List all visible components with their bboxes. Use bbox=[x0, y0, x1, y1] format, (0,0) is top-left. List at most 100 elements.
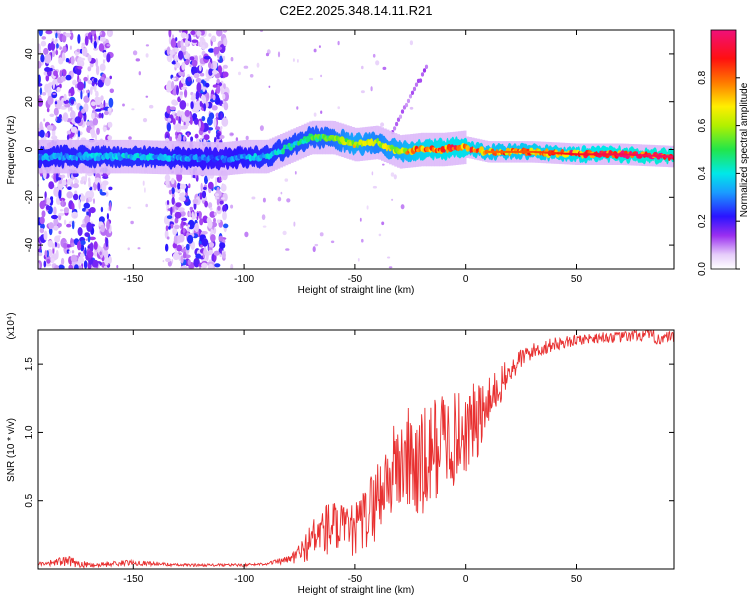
x-tick-label: 0 bbox=[463, 574, 469, 585]
noise-speck bbox=[187, 224, 190, 228]
ridge-center bbox=[570, 152, 572, 155]
noise-speck bbox=[116, 265, 119, 269]
noise-speck bbox=[166, 122, 171, 132]
colorbar-tick-label: 0.8 bbox=[697, 70, 708, 84]
noise-speck bbox=[80, 243, 85, 252]
noise-speck bbox=[171, 80, 175, 90]
chirp-speck bbox=[422, 68, 427, 73]
noise-speck bbox=[189, 64, 192, 68]
ridge-center bbox=[521, 150, 523, 153]
noise-speck bbox=[192, 198, 199, 204]
noise-speck bbox=[128, 136, 132, 140]
noise-speck bbox=[80, 195, 86, 202]
noise-speck bbox=[104, 110, 109, 116]
noise-speck bbox=[62, 45, 67, 54]
noise-speck bbox=[277, 51, 281, 58]
noise-speck bbox=[79, 57, 86, 61]
noise-speck bbox=[68, 264, 74, 269]
noise-speck bbox=[173, 235, 178, 244]
noise-speck bbox=[277, 196, 282, 202]
noise-speck bbox=[100, 206, 104, 213]
ridge-center bbox=[640, 154, 643, 157]
noise-speck bbox=[201, 238, 209, 247]
noise-speck bbox=[230, 204, 234, 209]
ridge-center bbox=[494, 150, 497, 153]
noise-speck bbox=[52, 92, 57, 95]
ridge-center bbox=[523, 150, 526, 153]
noise-speck bbox=[44, 250, 48, 258]
noise-speck bbox=[93, 77, 98, 83]
x-tick-label: -50 bbox=[348, 274, 363, 285]
noise-speck bbox=[68, 92, 72, 97]
ridge-center bbox=[630, 153, 632, 156]
noise-speck bbox=[171, 187, 175, 195]
noise-speck bbox=[313, 48, 317, 53]
noise-speck bbox=[138, 71, 141, 76]
noise-speck bbox=[107, 30, 111, 37]
noise-speck bbox=[203, 134, 210, 141]
noise-speck bbox=[51, 135, 58, 140]
noise-speck bbox=[166, 236, 170, 240]
noise-speck bbox=[86, 89, 89, 94]
noise-speck bbox=[86, 121, 91, 127]
noise-speck bbox=[219, 176, 222, 182]
noise-speck bbox=[63, 93, 67, 102]
ridge-center bbox=[499, 150, 502, 153]
chirp-speck bbox=[424, 64, 429, 70]
noise-speck bbox=[54, 265, 59, 269]
noise-speck bbox=[56, 86, 61, 93]
noise-speck bbox=[74, 179, 79, 185]
noise-speck bbox=[96, 127, 100, 135]
noise-speck bbox=[52, 49, 56, 57]
noise-speck bbox=[285, 248, 290, 251]
ridge-center bbox=[590, 153, 592, 156]
ridge-center bbox=[600, 153, 603, 156]
noise-speck bbox=[176, 244, 182, 252]
noise-speck bbox=[195, 253, 202, 259]
noise-speck bbox=[282, 230, 287, 236]
noise-speck bbox=[296, 106, 299, 110]
chirp-speck bbox=[396, 117, 401, 122]
noise-speck bbox=[207, 181, 214, 190]
noise-speck bbox=[58, 212, 65, 216]
noise-speck bbox=[177, 182, 181, 190]
noise-speck bbox=[63, 207, 69, 214]
chirp-speck bbox=[406, 98, 411, 104]
noise-speck bbox=[181, 61, 186, 71]
noise-speck bbox=[205, 251, 209, 262]
noise-speck bbox=[204, 200, 209, 208]
noise-speck bbox=[45, 205, 51, 211]
noise-speck bbox=[39, 129, 45, 138]
ridge-center bbox=[522, 150, 524, 153]
noise-speck bbox=[45, 132, 49, 138]
noise-speck bbox=[174, 217, 179, 224]
noise-speck bbox=[55, 32, 58, 39]
noise-speck bbox=[87, 54, 92, 62]
noise-speck bbox=[84, 247, 87, 257]
noise-speck bbox=[81, 46, 88, 57]
ridge-center bbox=[565, 152, 567, 155]
noise-speck bbox=[83, 260, 88, 269]
noise-speck bbox=[95, 90, 99, 98]
ridge-center bbox=[658, 155, 660, 157]
noise-speck bbox=[181, 265, 189, 269]
ridge-center bbox=[627, 153, 630, 156]
noise-speck bbox=[142, 118, 148, 123]
ridge-center bbox=[551, 151, 554, 154]
noise-speck bbox=[211, 35, 217, 43]
noise-speck bbox=[221, 117, 229, 127]
noise-speck bbox=[46, 108, 50, 113]
noise-speck bbox=[213, 211, 217, 216]
noise-speck bbox=[222, 192, 228, 202]
ridge-center bbox=[569, 152, 571, 155]
ridge-center bbox=[667, 155, 669, 158]
noise-speck bbox=[378, 233, 382, 237]
noise-speck bbox=[222, 93, 226, 100]
ridge-center bbox=[534, 151, 536, 153]
noise-speck bbox=[107, 135, 113, 141]
noise-speck bbox=[213, 217, 216, 223]
noise-speck bbox=[99, 251, 102, 256]
ridge-center bbox=[584, 153, 587, 156]
noise-speck bbox=[43, 230, 48, 241]
